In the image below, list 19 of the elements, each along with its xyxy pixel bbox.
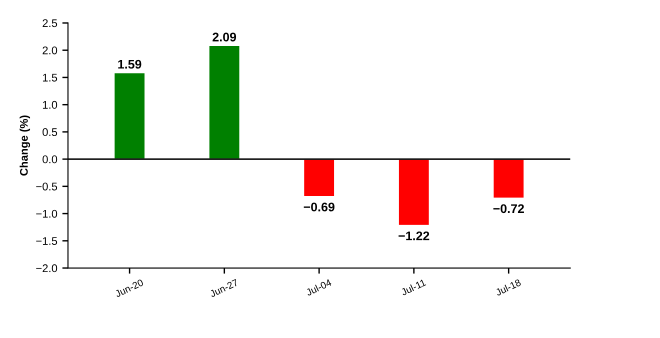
y-tick-label: 2.0	[42, 46, 58, 54]
y-tick-label: 2.5	[42, 19, 58, 28]
y-tick-label: 1.0	[42, 100, 58, 109]
y-tick-label: 0.5	[42, 128, 58, 136]
y-tick-label: −0.5	[36, 182, 58, 190]
y-tick-label: −2.0	[36, 264, 58, 272]
y-tick-label: −1.0	[36, 210, 58, 218]
y-tick-label: 0.0	[42, 155, 58, 164]
x-tick-label: Jul-11	[400, 278, 426, 296]
data-label: 1.59	[118, 60, 142, 69]
data-label: −0.69	[304, 202, 334, 212]
y-axis-title: Change (%)	[20, 116, 30, 176]
y-tick-label: −1.5	[36, 237, 58, 245]
y-tick-label: 1.5	[42, 74, 58, 82]
data-label: −0.72	[493, 204, 524, 214]
data-label: −1.22	[398, 231, 430, 240]
x-tick-label: Jul-18	[494, 278, 522, 296]
data-label: 2.09	[212, 32, 236, 42]
x-tick-label: Jul-04	[305, 278, 332, 296]
